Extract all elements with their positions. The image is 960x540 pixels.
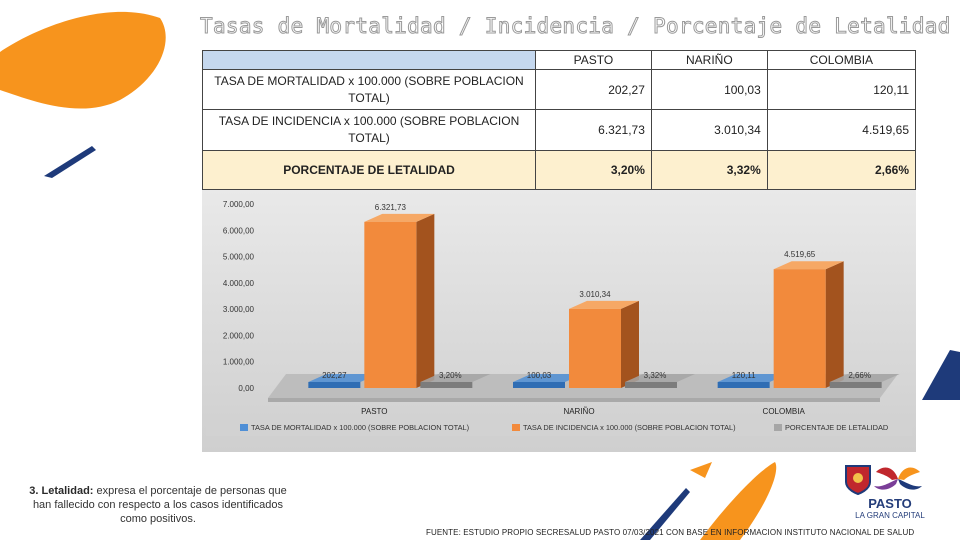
bar <box>308 382 361 388</box>
data-label: 6.321,73 <box>375 203 407 212</box>
orange-swoosh-bottom <box>700 462 777 540</box>
y-tick-label: 0,00 <box>238 384 254 393</box>
y-tick-label: 5.000,00 <box>223 253 255 262</box>
slide-title: Tasas de Mortalidad / Incidencia / Porce… <box>200 14 951 39</box>
bar-top <box>420 374 491 382</box>
table-header-colombia: COLOMBIA <box>766 50 917 70</box>
data-label: 202,27 <box>322 371 347 380</box>
pasto-logo: PASTO LA GRAN CAPITAL <box>840 462 940 526</box>
orange-swoosh-bottom-2 <box>690 462 712 478</box>
bar-chart: 0,00 1.000,00 2.000,00 3.000,00 4.000,00 5.00… <box>202 190 916 452</box>
y-tick-label: 2.000,00 <box>223 331 255 340</box>
legend-label: PORCENTAJE DE LETALIDAD <box>785 423 888 432</box>
bar-side <box>825 261 844 388</box>
bar <box>625 382 677 388</box>
row-label-incidencia: TASA DE INCIDENCIA x 100.000 (SOBRE POBL… <box>202 109 536 151</box>
bar-top <box>308 374 379 382</box>
legend-background <box>206 420 912 436</box>
logo-text: PASTO <box>868 496 912 511</box>
data-label: 2,66% <box>848 371 871 380</box>
cell-letalidad-colombia: 2,66% <box>766 150 917 190</box>
bar-side <box>621 300 639 388</box>
bar-side <box>416 213 435 388</box>
legend-swatch <box>774 424 782 431</box>
y-tick-label: 6.000,00 <box>223 226 255 235</box>
orange-swoosh-top <box>0 11 166 109</box>
row-label-mortalidad: TASA DE MORTALIDAD x 100.000 (SOBRE POBL… <box>202 69 536 110</box>
letalidad-note: 3. Letalidad: expresa el porcentaje de p… <box>22 484 294 526</box>
y-tick-label: 3.000,00 <box>223 305 255 314</box>
data-label: 120,11 <box>732 371 756 380</box>
bar-top <box>773 261 844 270</box>
source-footnote: FUENTE: ESTUDIO PROPIO SECRESALUD PASTO … <box>426 528 915 537</box>
data-label: 3,20% <box>439 371 462 380</box>
note-number: 3. Letalidad: <box>29 485 94 497</box>
cell-incidencia-narino: 3.010,34 <box>650 109 768 151</box>
navy-stroke-left <box>44 146 96 178</box>
bar <box>513 382 565 388</box>
table-row: TASA DE MORTALIDAD x 100.000 (SOBRE POBL… <box>202 69 917 110</box>
bar <box>569 308 621 388</box>
y-tick-label: 7.000,00 <box>223 200 255 209</box>
logo-subtext: LA GRAN CAPITAL <box>855 511 925 520</box>
note-text: expresa el porcentaje de personas que ha… <box>32 485 287 525</box>
navy-shape-right <box>922 350 960 400</box>
bar-top <box>625 374 695 382</box>
table-header-blank <box>202 50 536 70</box>
cell-incidencia-colombia: 4.519,65 <box>766 109 917 151</box>
data-label: 100,03 <box>527 371 552 380</box>
bar-top <box>829 374 900 382</box>
data-label: 3,32% <box>644 371 667 380</box>
row-label-letalidad: PORCENTAJE DE LETALIDAD <box>202 150 536 190</box>
x-category-label: PASTO <box>361 407 387 416</box>
cell-mortalidad-pasto: 202,27 <box>535 69 652 110</box>
bar <box>717 382 770 388</box>
bar-top <box>364 213 435 222</box>
table-row: PORCENTAJE DE LETALIDAD 3,20% 3,32% 2,66… <box>202 150 917 190</box>
data-label: 3.010,34 <box>579 290 611 299</box>
bar <box>420 382 473 388</box>
chart-container: 0,00 1.000,00 2.000,00 3.000,00 4.000,00 5.00… <box>202 190 916 452</box>
x-category-label: COLOMBIA <box>763 407 806 416</box>
table-header-narino: NARIÑO <box>650 50 768 70</box>
table-header-pasto: PASTO <box>535 50 652 70</box>
y-tick-label: 4.000,00 <box>223 279 255 288</box>
x-category-label: NARIÑO <box>563 407 594 416</box>
cell-letalidad-narino: 3,32% <box>650 150 768 190</box>
bar <box>773 269 826 388</box>
cell-mortalidad-colombia: 120,11 <box>766 69 917 110</box>
table-header-row: PASTO NARIÑO COLOMBIA <box>202 50 917 70</box>
chart-floor-edge <box>268 398 880 402</box>
cell-incidencia-pasto: 6.321,73 <box>535 109 652 151</box>
bar-top <box>717 374 788 382</box>
bar <box>829 382 882 388</box>
legend-label: TASA DE INCIDENCIA x 100.000 (SOBRE POBL… <box>523 423 736 432</box>
coat-of-arms-icon <box>845 465 922 496</box>
table-row: TASA DE INCIDENCIA x 100.000 (SOBRE POBL… <box>202 109 917 151</box>
legend-swatch <box>512 424 520 431</box>
stats-table: PASTO NARIÑO COLOMBIA TASA DE MORTALIDAD… <box>202 50 917 190</box>
legend-label: TASA DE MORTALIDAD x 100.000 (SOBRE POBL… <box>251 423 469 432</box>
cell-letalidad-pasto: 3,20% <box>535 150 652 190</box>
cell-mortalidad-narino: 100,03 <box>650 69 768 110</box>
navy-stroke-bottom <box>640 488 690 540</box>
bar <box>364 221 417 388</box>
data-label: 4.519,65 <box>784 250 816 259</box>
y-tick-label: 1.000,00 <box>223 358 255 367</box>
legend-swatch <box>240 424 248 431</box>
bar-top <box>569 300 639 309</box>
bar-top <box>513 374 583 382</box>
